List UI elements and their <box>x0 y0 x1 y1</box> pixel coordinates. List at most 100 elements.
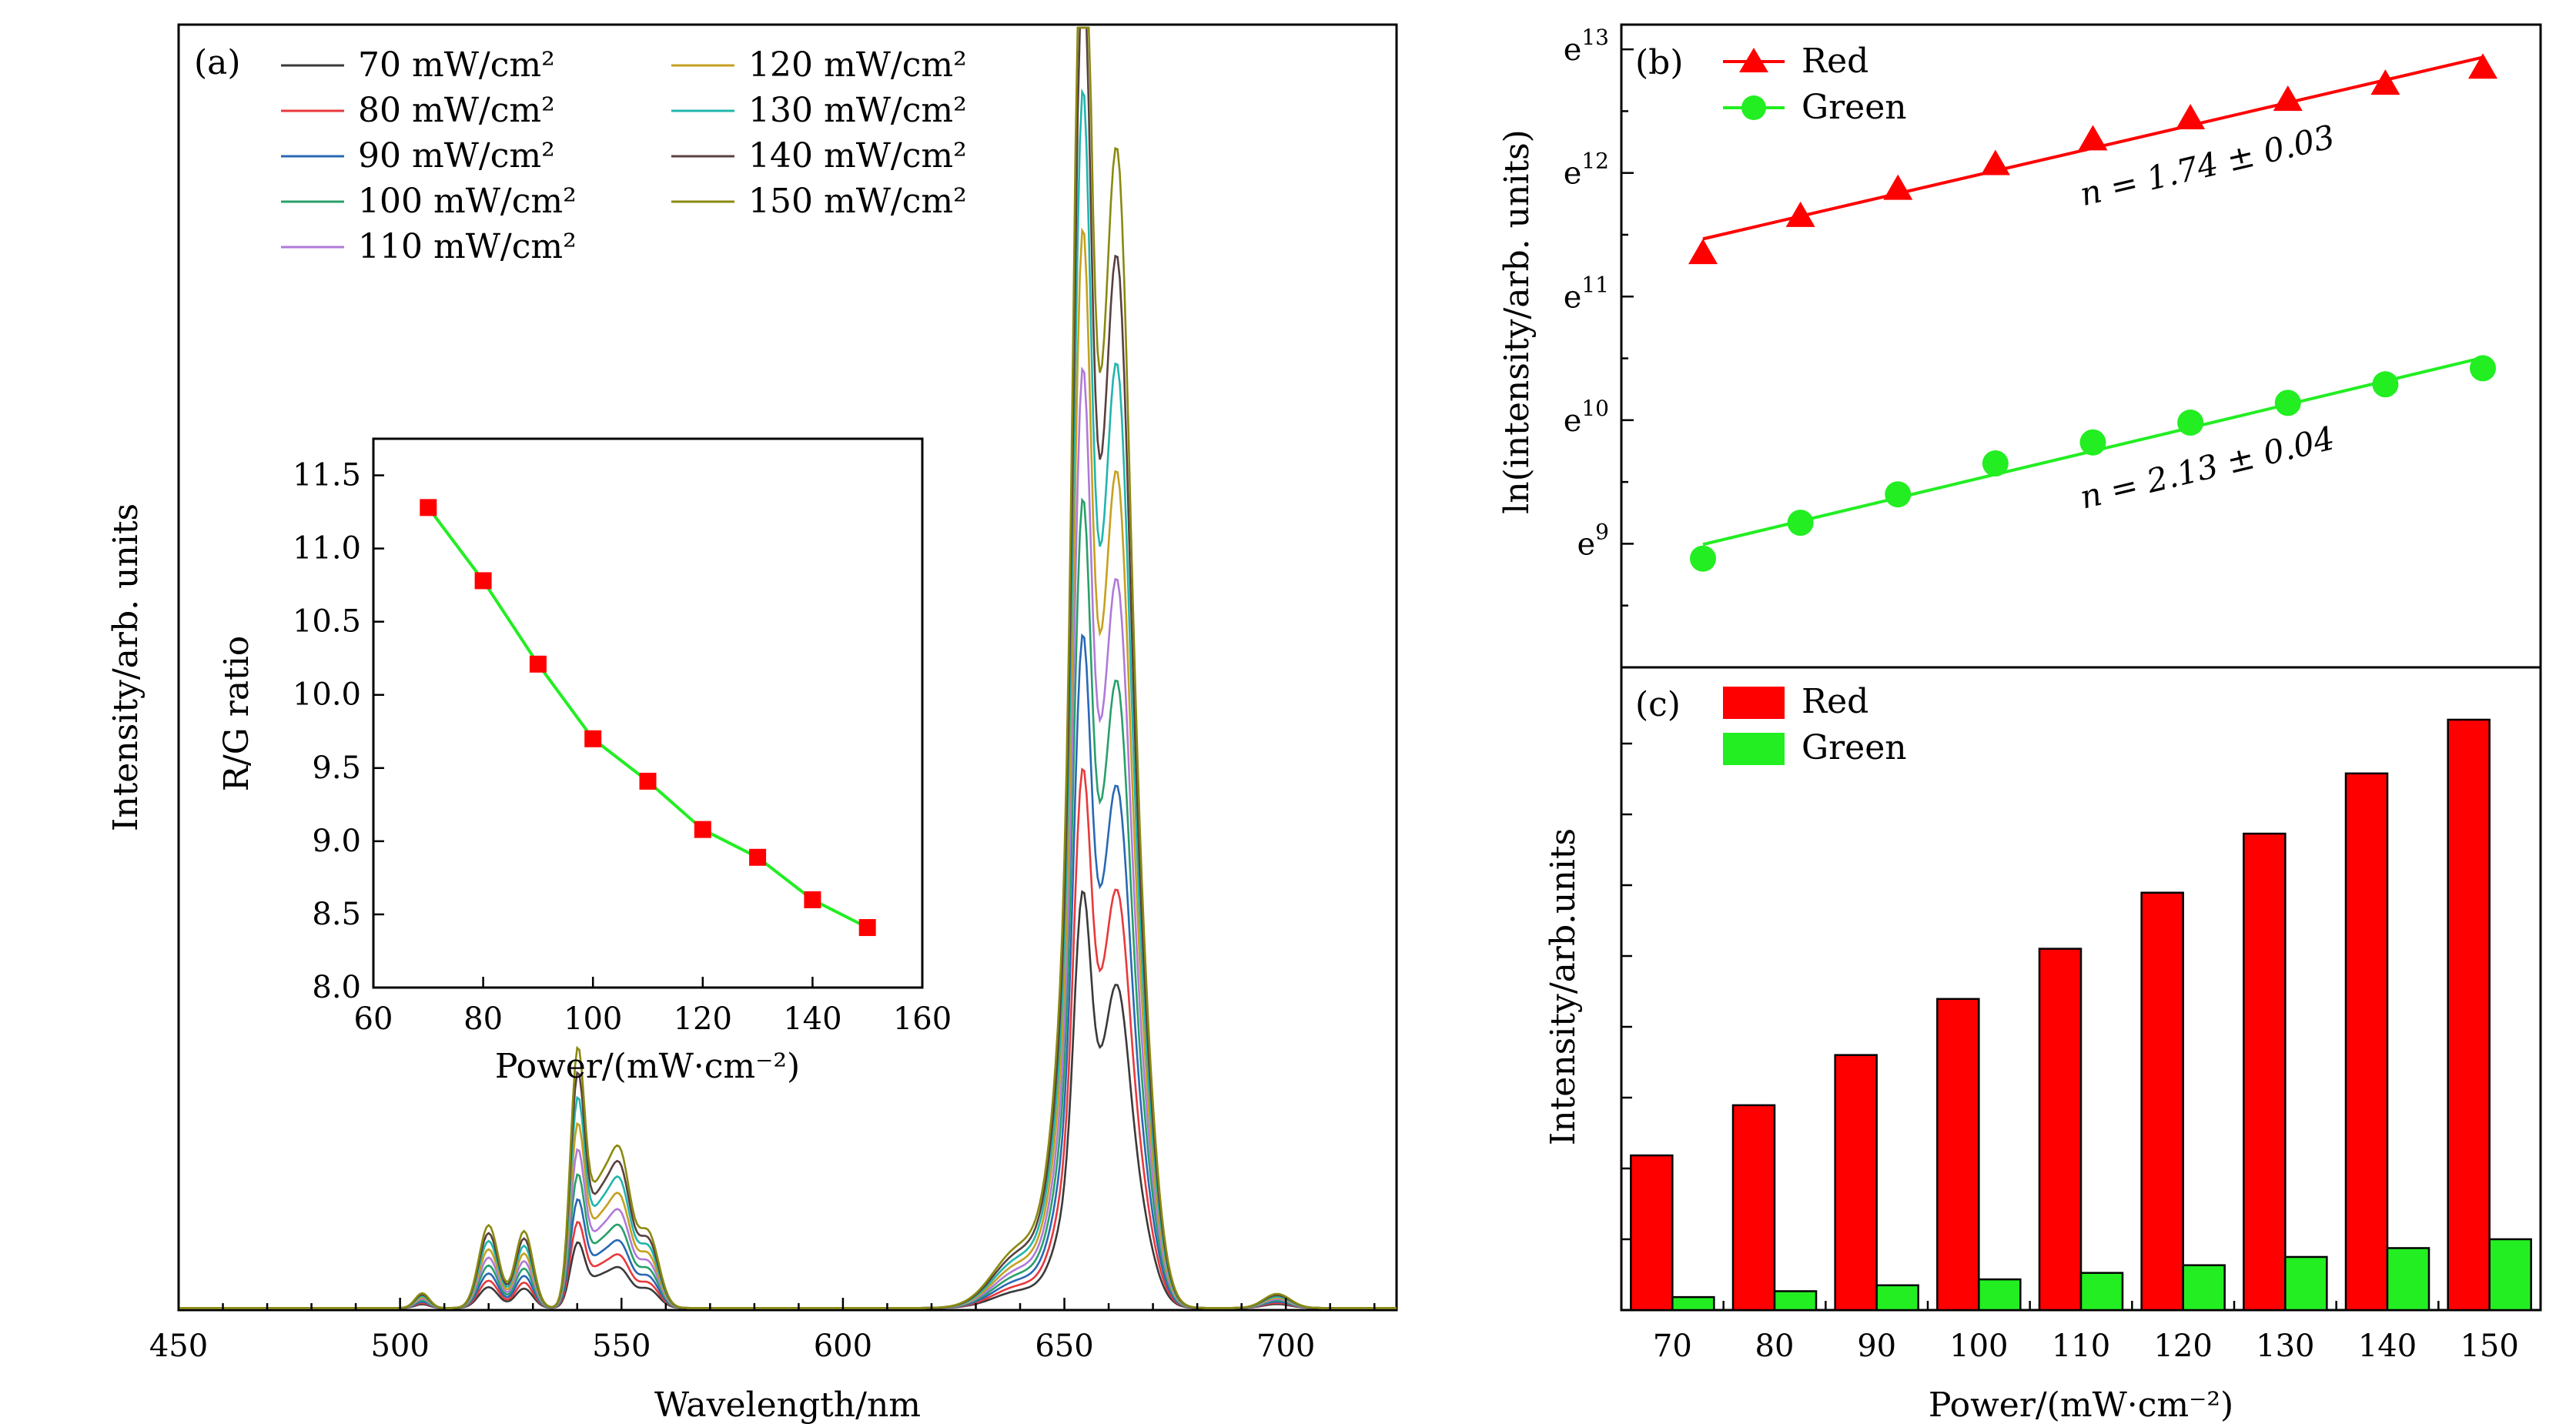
panel-a-letter: (a) <box>194 43 241 82</box>
panel-b-y-tick-label: e10 <box>1564 396 1609 439</box>
red-bar <box>2140 891 2184 1312</box>
inset-y-label: R/G ratio <box>217 636 256 792</box>
x-tick-label: 650 <box>1035 1329 1093 1364</box>
panel-c-x-tick-label: 70 <box>1653 1329 1692 1364</box>
panel-c-x-tick-label: 110 <box>2052 1329 2110 1364</box>
panel-b-letter: (b) <box>1635 43 1684 82</box>
panel-b-y-tick-label: e12 <box>1564 149 1609 192</box>
legend-swatch <box>1723 733 1785 765</box>
inset-ratio-marker <box>694 821 711 838</box>
inset-y-tick-label: 9.0 <box>312 824 361 859</box>
legend-label: Green <box>1802 88 1907 127</box>
panel-b-axes: e9 e10 e11 e12 e13 <box>1564 25 1634 607</box>
red-triangle-marker <box>1883 174 1913 200</box>
red-triangle-marker <box>2176 104 2206 130</box>
red-triangle-marker <box>1785 201 1815 227</box>
spectrum-line-8 <box>179 26 1397 1309</box>
inset-y-tick-label: 11.0 <box>293 531 361 567</box>
green-circle-marker <box>1885 481 1912 508</box>
green-circle-marker <box>2274 389 2301 416</box>
inset-x-tick-label: 100 <box>564 1001 622 1037</box>
inset-chart: 60 80 100 120 140 160 8.0 8.5 9.0 9.5 10.0 10.5 11.0… <box>217 437 952 1086</box>
green-bar <box>2079 1272 2124 1312</box>
red-triangle-marker <box>2273 85 2303 111</box>
inset-y-tick-label: 11.5 <box>293 458 361 493</box>
legend-label: 110 mW/cm² <box>358 227 577 266</box>
panel-c-bars <box>1630 718 2532 1312</box>
red-bar <box>1936 998 1980 1312</box>
legend-label: 140 mW/cm² <box>748 136 967 175</box>
panel-c: (c) 70 80 90 100 110 120 130 140 150 Red Green Po… <box>1544 666 2542 1424</box>
inset-x-tick-label: 140 <box>783 1001 841 1037</box>
panel-b-y-tick-label: e13 <box>1564 25 1609 68</box>
panel-a-spectra <box>179 26 1397 1309</box>
inset-ratio-marker <box>474 572 492 590</box>
inset-x-tick-label: 80 <box>463 1001 503 1037</box>
red-bar <box>1834 1054 1878 1312</box>
panel-c-x-tick-label: 150 <box>2460 1329 2518 1364</box>
inset-ratio-marker <box>858 919 876 937</box>
panel-a-x-label: Wavelength/nm <box>654 1386 921 1424</box>
green-bar <box>1671 1295 1715 1312</box>
panel-b-y-label: ln(intensity/arb. units) <box>1497 129 1537 514</box>
panel-c-x-tick-label: 120 <box>2153 1329 2212 1364</box>
panel-a-frame <box>177 23 1398 1312</box>
x-tick-label: 550 <box>592 1329 651 1364</box>
inset-x-tick-label: 120 <box>674 1001 732 1037</box>
legend-swatch <box>1723 687 1785 719</box>
fit-annotation-green: n = 2.13 ± 0.04 <box>2076 419 2338 516</box>
panel-b-data: n = 1.74 ± 0.03 n = 2.13 ± 0.04 <box>1688 53 2497 572</box>
panel-a-legend: 70 mW/cm² 80 mW/cm² 90 mW/cm² 100 mW/cm² 110… <box>281 45 967 266</box>
green-circle-marker <box>2079 429 2106 456</box>
inset-y-tick-label: 8.0 <box>312 970 361 1005</box>
inset-x-label: Power/(mW·cm⁻²) <box>495 1047 800 1086</box>
x-tick-label: 700 <box>1256 1329 1315 1364</box>
inset-frame <box>372 437 924 989</box>
inset-axes: 60 80 100 120 140 160 8.0 8.5 9.0 9.5 10.0 10.5 11.0… <box>293 458 952 1037</box>
panel-b-y-tick-label: e11 <box>1564 272 1609 315</box>
inset-ratio-marker <box>639 772 657 790</box>
legend-triangle-marker <box>1739 48 1768 72</box>
red-triangle-marker <box>2370 69 2400 95</box>
green-bar <box>2182 1264 2226 1312</box>
green-bar <box>2386 1247 2430 1312</box>
inset-x-tick-label: 60 <box>354 1001 393 1037</box>
green-circle-marker <box>1982 450 2009 477</box>
inset-data <box>420 499 876 937</box>
panel-b-frame <box>1620 23 2542 669</box>
x-tick-label: 450 <box>149 1329 208 1364</box>
inset-y-tick-label: 10.5 <box>293 604 361 640</box>
green-bar <box>2488 1238 2532 1312</box>
legend-label: Red <box>1802 42 1868 81</box>
inset-x-tick-label: 160 <box>893 1001 952 1037</box>
green-circle-marker <box>2470 355 2496 382</box>
inset-ratio-marker <box>584 730 602 747</box>
legend-label: 150 mW/cm² <box>748 182 967 221</box>
legend-label: 100 mW/cm² <box>358 182 577 221</box>
legend-circle-marker <box>1741 95 1766 120</box>
panel-a: (a) 450 500 550 600 650 700 70 mW/cm² 80 mW/cm… <box>106 23 1398 1424</box>
green-circle-marker <box>2372 371 2399 398</box>
red-bar <box>1731 1104 1776 1312</box>
panel-a-y-label: Intensity/arb. units <box>106 503 146 831</box>
red-triangle-marker <box>2468 53 2497 79</box>
panel-c-x-tick-label: 80 <box>1755 1329 1795 1364</box>
green-circle-marker <box>1690 545 1716 572</box>
panel-c-x-tick-label: 130 <box>2256 1329 2314 1364</box>
green-bar <box>1773 1290 1818 1312</box>
panel-c-legend: Red Green <box>1723 682 1907 767</box>
inset-y-tick-label: 8.5 <box>312 897 361 932</box>
panel-b: (b) e9 e10 e11 e12 e13 n = 1.74 ± 0.03 n = 2.… <box>1497 23 2542 669</box>
legend-label: 130 mW/cm² <box>748 91 967 130</box>
inset-ratio-marker <box>749 848 767 866</box>
inset-ratio-marker <box>529 655 547 673</box>
legend-label: Red <box>1802 682 1868 721</box>
red-bar <box>2243 832 2287 1312</box>
legend-label: 80 mW/cm² <box>358 91 555 130</box>
legend-label: 90 mW/cm² <box>358 136 555 175</box>
green-bar <box>1875 1284 1919 1312</box>
legend-label: Green <box>1802 728 1907 767</box>
panel-c-axes: 70 80 90 100 110 120 130 140 150 <box>1620 742 2519 1364</box>
panel-b-legend: Red Green <box>1723 42 1907 127</box>
panel-c-x-tick-label: 90 <box>1857 1329 1896 1364</box>
